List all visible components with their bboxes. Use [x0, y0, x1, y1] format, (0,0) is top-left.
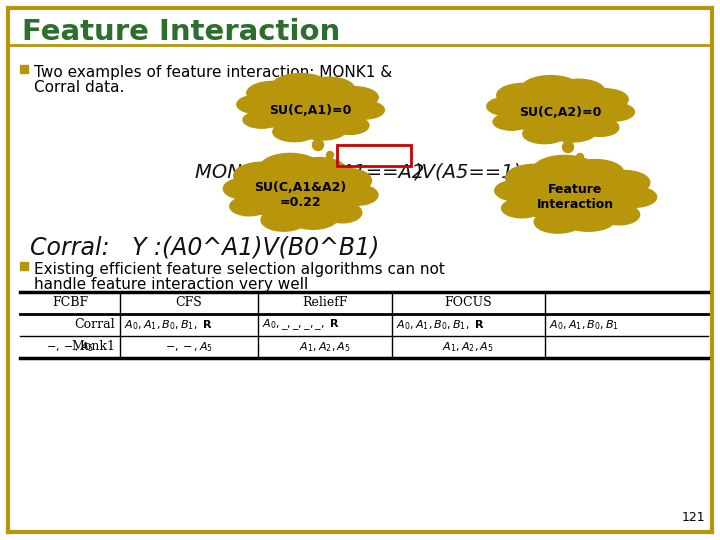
Ellipse shape: [505, 164, 563, 191]
Ellipse shape: [523, 124, 566, 144]
Text: A1==A2: A1==A2: [340, 163, 424, 182]
Ellipse shape: [507, 173, 643, 221]
Ellipse shape: [532, 156, 598, 186]
Text: Monk1: Monk1: [71, 341, 115, 354]
Text: MONK1: Y :(: MONK1: Y :(: [195, 163, 312, 182]
Text: Corral:   Y :(A0^A1)V(B0^B1): Corral: Y :(A0^A1)V(B0^B1): [30, 235, 379, 259]
Text: $A_0, A_1, B_0, B_1,$ $\mathbf{R}$: $A_0, A_1, B_0, B_1,$ $\mathbf{R}$: [124, 318, 212, 332]
Text: Two examples of feature interaction: MONK1 &: Two examples of feature interaction: MON…: [34, 65, 392, 80]
Ellipse shape: [563, 209, 614, 231]
Ellipse shape: [495, 180, 540, 201]
Ellipse shape: [599, 204, 639, 225]
Ellipse shape: [223, 178, 266, 199]
Ellipse shape: [248, 89, 372, 131]
Ellipse shape: [259, 153, 321, 184]
Ellipse shape: [498, 91, 622, 133]
Ellipse shape: [595, 103, 634, 121]
Ellipse shape: [302, 77, 355, 101]
Ellipse shape: [234, 163, 288, 189]
Ellipse shape: [534, 211, 582, 233]
Text: SU(C,A1&A2)
=0.22: SU(C,A1&A2) =0.22: [254, 181, 346, 209]
Ellipse shape: [521, 76, 580, 103]
Text: SU(C,A2)=0: SU(C,A2)=0: [519, 105, 601, 118]
Text: $A_0, A_1, B_0, B_1,$ $\mathbf{R}$: $A_0, A_1, B_0, B_1,$ $\mathbf{R}$: [396, 318, 485, 332]
Ellipse shape: [345, 101, 384, 119]
Circle shape: [312, 139, 323, 151]
Bar: [20, 262, 28, 270]
Ellipse shape: [243, 111, 280, 128]
Text: $A_1, A_2, A_5$: $A_1, A_2, A_5$: [300, 340, 351, 354]
Text: handle feature interaction very well: handle feature interaction very well: [34, 277, 308, 292]
Ellipse shape: [613, 187, 657, 207]
Ellipse shape: [502, 199, 542, 218]
Bar: [20, 65, 28, 73]
Text: Feature Interaction: Feature Interaction: [22, 18, 341, 46]
Text: Feature
Interaction: Feature Interaction: [536, 183, 613, 211]
Circle shape: [326, 152, 333, 159]
Ellipse shape: [323, 202, 361, 223]
Ellipse shape: [487, 97, 528, 116]
Ellipse shape: [331, 87, 378, 108]
Text: $A_1, A_2, A_5$: $A_1, A_2, A_5$: [442, 340, 494, 354]
Circle shape: [562, 141, 574, 152]
Ellipse shape: [322, 168, 372, 193]
Text: $-, -, A_5$: $-, -, A_5$: [46, 340, 94, 354]
Ellipse shape: [299, 120, 346, 140]
Ellipse shape: [230, 197, 269, 216]
Ellipse shape: [273, 122, 316, 141]
Text: Corral: Corral: [74, 319, 115, 332]
Ellipse shape: [581, 89, 628, 110]
Text: $A_0, \_,\_,\_,\_,$ $\mathbf{R}$: $A_0, \_,\_,\_,\_,$ $\mathbf{R}$: [262, 318, 340, 333]
Text: $-, -, A_5$: $-, -, A_5$: [165, 340, 213, 354]
Text: 121: 121: [681, 511, 705, 524]
Text: $A_0, A_1, B_0, B_1$: $A_0, A_1, B_0, B_1$: [549, 318, 619, 332]
Ellipse shape: [582, 118, 619, 137]
Text: ReliefF: ReliefF: [302, 296, 348, 309]
Ellipse shape: [552, 79, 605, 103]
Text: )V(A5==1): )V(A5==1): [414, 163, 521, 182]
Ellipse shape: [549, 123, 596, 142]
Text: SU(C,A1)=0: SU(C,A1)=0: [269, 104, 351, 117]
Ellipse shape: [598, 171, 650, 195]
Ellipse shape: [493, 113, 530, 130]
Ellipse shape: [261, 209, 307, 231]
Ellipse shape: [288, 207, 338, 229]
Ellipse shape: [567, 159, 624, 186]
Text: FOCUS: FOCUS: [444, 296, 492, 309]
Ellipse shape: [237, 95, 278, 113]
Ellipse shape: [336, 185, 378, 205]
Ellipse shape: [235, 171, 365, 219]
Text: Existing efficient feature selection algorithms can not: Existing efficient feature selection alg…: [34, 262, 445, 277]
Ellipse shape: [247, 82, 299, 105]
Text: CFS: CFS: [176, 296, 202, 309]
Ellipse shape: [332, 117, 369, 134]
Ellipse shape: [271, 73, 330, 100]
Text: Corral data.: Corral data.: [34, 80, 125, 95]
Ellipse shape: [497, 84, 549, 107]
Text: FCBF: FCBF: [52, 296, 88, 309]
Ellipse shape: [292, 158, 347, 185]
Circle shape: [577, 153, 583, 160]
